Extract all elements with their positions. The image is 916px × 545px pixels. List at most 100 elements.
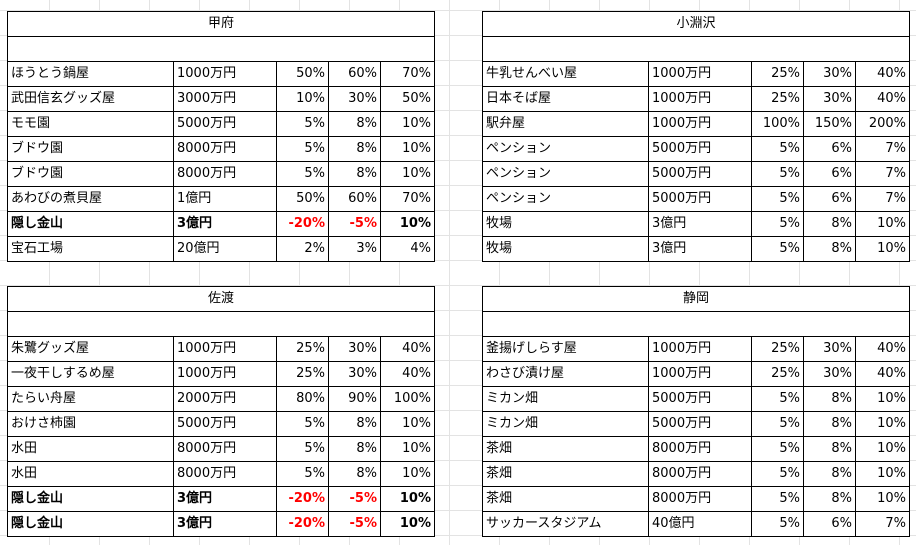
rate-cell-3[interactable]: 10% xyxy=(402,416,431,431)
rate-cell-2[interactable]: 150% xyxy=(804,112,856,136)
rate-cell-3[interactable]: 40% xyxy=(402,366,431,381)
rate-cell-3[interactable]: 10% xyxy=(877,441,906,456)
rate-cell-3[interactable]: 10% xyxy=(402,141,431,156)
price-cell[interactable]: 8000万円 xyxy=(649,462,752,486)
rate-cell-1[interactable]: 5% xyxy=(752,212,804,236)
price-cell[interactable]: 8000万円 xyxy=(649,437,752,461)
rate-cell-1[interactable]: 5% xyxy=(277,412,329,436)
price-cell[interactable]: 1000万円 xyxy=(649,337,752,361)
item-name-cell[interactable]: 釜揚げしらす屋 xyxy=(483,337,649,361)
rate-cell-3[interactable]: 10% xyxy=(399,491,431,506)
item-name-cell[interactable]: 武田信玄グッズ屋 xyxy=(8,87,174,111)
price-cell[interactable]: 5000万円 xyxy=(174,112,277,136)
rate-cell-1[interactable]: 5% xyxy=(752,187,804,211)
price-cell[interactable]: 3億円 xyxy=(174,212,277,236)
rate-cell-3[interactable]: 10% xyxy=(877,216,906,231)
rate-cell-1[interactable]: 5% xyxy=(752,237,804,261)
item-name-cell[interactable]: 隠し金山 xyxy=(8,487,174,511)
price-cell[interactable]: 5000万円 xyxy=(649,162,752,186)
rate-cell-2[interactable]: 8% xyxy=(329,437,381,461)
rate-cell-1[interactable]: 25% xyxy=(752,362,804,386)
rate-cell-3[interactable]: 200% xyxy=(868,116,906,131)
item-name-cell[interactable]: 宝石工場 xyxy=(8,237,174,261)
item-name-cell[interactable]: 牛乳せんべい屋 xyxy=(483,62,649,86)
item-name-cell[interactable]: 牧場 xyxy=(483,212,649,236)
rate-cell-3[interactable]: 70% xyxy=(402,191,431,206)
rate-cell-1[interactable]: 10% xyxy=(277,87,329,111)
rate-cell-2[interactable]: 8% xyxy=(804,412,856,436)
rate-cell-1[interactable]: 5% xyxy=(752,437,804,461)
rate-cell-3[interactable]: 100% xyxy=(393,391,431,406)
rate-cell-1[interactable]: 5% xyxy=(277,437,329,461)
block-title[interactable]: 佐渡 xyxy=(8,287,434,312)
price-cell[interactable]: 8000万円 xyxy=(174,137,277,161)
rate-cell-2[interactable]: 8% xyxy=(804,387,856,411)
blank-row[interactable] xyxy=(8,312,434,337)
price-cell[interactable]: 1000万円 xyxy=(649,62,752,86)
rate-cell-3[interactable]: 7% xyxy=(885,191,906,206)
rate-cell-3[interactable]: 10% xyxy=(402,441,431,456)
price-cell[interactable]: 40億円 xyxy=(649,512,752,536)
rate-cell-2[interactable]: 6% xyxy=(804,512,856,536)
rate-cell-1[interactable]: 5% xyxy=(752,512,804,536)
rate-cell-2[interactable]: 6% xyxy=(804,162,856,186)
item-name-cell[interactable]: モモ園 xyxy=(8,112,174,136)
price-cell[interactable]: 5000万円 xyxy=(649,187,752,211)
price-cell[interactable]: 8000万円 xyxy=(649,487,752,511)
rate-cell-3[interactable]: 70% xyxy=(402,66,431,81)
rate-cell-2[interactable]: 8% xyxy=(804,462,856,486)
rate-cell-3[interactable]: 10% xyxy=(877,466,906,481)
blank-row[interactable] xyxy=(483,37,909,62)
item-name-cell[interactable]: 茶畑 xyxy=(483,487,649,511)
rate-cell-2[interactable]: 60% xyxy=(329,187,381,211)
rate-cell-3[interactable]: 10% xyxy=(877,391,906,406)
rate-cell-2[interactable]: 8% xyxy=(329,462,381,486)
rate-cell-1[interactable]: 5% xyxy=(752,487,804,511)
block-title[interactable]: 小淵沢 xyxy=(483,12,909,37)
rate-cell-1[interactable]: -20% xyxy=(277,212,329,236)
rate-cell-2[interactable]: 90% xyxy=(329,387,381,411)
rate-cell-2[interactable]: 30% xyxy=(804,362,856,386)
price-cell[interactable]: 1000万円 xyxy=(174,362,277,386)
item-name-cell[interactable]: ミカン畑 xyxy=(483,412,649,436)
rate-cell-2[interactable]: 8% xyxy=(804,487,856,511)
rate-cell-1[interactable]: 25% xyxy=(752,62,804,86)
rate-cell-2[interactable]: 30% xyxy=(804,337,856,361)
rate-cell-2[interactable]: 30% xyxy=(329,362,381,386)
rate-cell-2[interactable]: 8% xyxy=(329,137,381,161)
item-name-cell[interactable]: おけさ柿園 xyxy=(8,412,174,436)
rate-cell-2[interactable]: 8% xyxy=(804,437,856,461)
item-name-cell[interactable]: 茶畑 xyxy=(483,462,649,486)
item-name-cell[interactable]: ブドウ園 xyxy=(8,137,174,161)
item-name-cell[interactable]: 日本そば屋 xyxy=(483,87,649,111)
rate-cell-1[interactable]: 80% xyxy=(277,387,329,411)
rate-cell-1[interactable]: -20% xyxy=(277,512,329,536)
rate-cell-1[interactable]: 100% xyxy=(752,112,804,136)
rate-cell-2[interactable]: -5% xyxy=(329,212,381,236)
rate-cell-2[interactable]: 60% xyxy=(329,62,381,86)
item-name-cell[interactable]: たらい舟屋 xyxy=(8,387,174,411)
rate-cell-3[interactable]: 10% xyxy=(399,516,431,531)
rate-cell-1[interactable]: 5% xyxy=(752,162,804,186)
rate-cell-1[interactable]: -20% xyxy=(277,487,329,511)
rate-cell-2[interactable]: 8% xyxy=(329,412,381,436)
rate-cell-3[interactable]: 40% xyxy=(877,341,906,356)
item-name-cell[interactable]: 一夜干しするめ屋 xyxy=(8,362,174,386)
item-name-cell[interactable]: 水田 xyxy=(8,437,174,461)
rate-cell-1[interactable]: 5% xyxy=(752,412,804,436)
item-name-cell[interactable]: 駅弁屋 xyxy=(483,112,649,136)
price-cell[interactable]: 2000万円 xyxy=(174,387,277,411)
rate-cell-1[interactable]: 25% xyxy=(277,362,329,386)
rate-cell-3[interactable]: 10% xyxy=(402,116,431,131)
rate-cell-3[interactable]: 40% xyxy=(877,66,906,81)
rate-cell-1[interactable]: 25% xyxy=(752,87,804,111)
item-name-cell[interactable]: 隠し金山 xyxy=(8,212,174,236)
rate-cell-3[interactable]: 4% xyxy=(410,241,431,256)
rate-cell-2[interactable]: -5% xyxy=(329,512,381,536)
rate-cell-3[interactable]: 40% xyxy=(877,366,906,381)
rate-cell-1[interactable]: 5% xyxy=(752,387,804,411)
rate-cell-1[interactable]: 5% xyxy=(277,162,329,186)
price-cell[interactable]: 5000万円 xyxy=(649,412,752,436)
price-cell[interactable]: 3億円 xyxy=(174,512,277,536)
price-cell[interactable]: 8000万円 xyxy=(174,437,277,461)
